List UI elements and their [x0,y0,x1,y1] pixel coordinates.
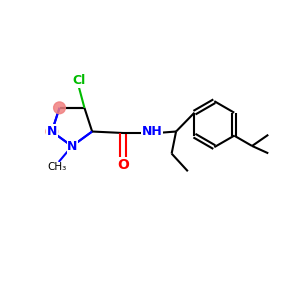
Text: NH: NH [142,125,162,138]
Circle shape [54,102,65,114]
Text: Cl: Cl [72,74,85,87]
Text: N: N [46,125,57,138]
Circle shape [46,126,58,137]
Text: CH₃: CH₃ [48,162,67,172]
Text: O: O [117,158,129,172]
Text: N: N [68,140,78,153]
